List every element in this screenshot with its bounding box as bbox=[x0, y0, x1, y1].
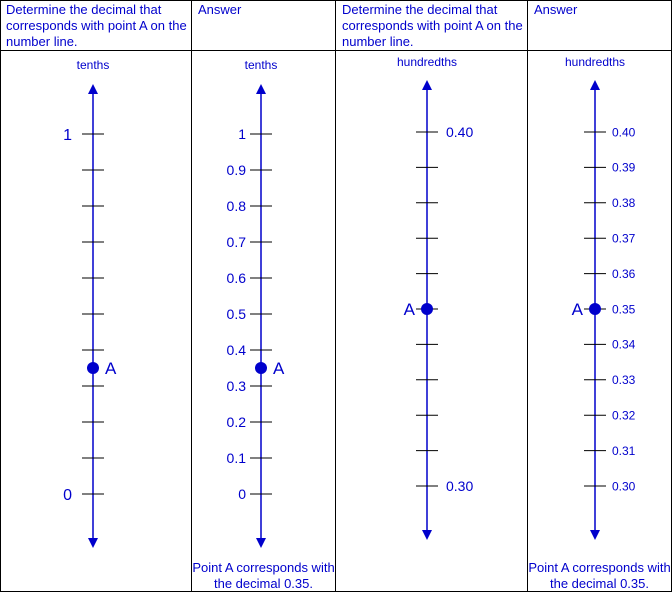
column-divider bbox=[191, 0, 192, 592]
tick-label: 0 bbox=[238, 486, 246, 502]
point-a-dot bbox=[87, 362, 99, 374]
point-a-dot bbox=[421, 303, 433, 315]
column-divider bbox=[335, 0, 336, 592]
arrow-down-icon bbox=[590, 530, 600, 540]
tick-label: 0.30 bbox=[612, 479, 636, 493]
tick-label: 0.6 bbox=[227, 270, 247, 286]
tick-label: 1 bbox=[238, 126, 246, 142]
arrow-up-icon bbox=[590, 80, 600, 90]
tick-label: 0 bbox=[63, 487, 72, 504]
tick-label: 0.30 bbox=[446, 478, 473, 494]
column-4-header: Answer bbox=[534, 2, 578, 17]
arrow-up-icon bbox=[88, 84, 98, 94]
arrow-down-icon bbox=[256, 538, 266, 548]
arrow-up-icon bbox=[422, 80, 432, 90]
table-border bbox=[0, 0, 1, 592]
tick-label: 0.7 bbox=[227, 234, 247, 250]
header-divider bbox=[0, 50, 672, 51]
column-2-header: Answer bbox=[198, 2, 242, 17]
column-3-header: Determine the decimal that corresponds w… bbox=[342, 2, 523, 49]
arrow-up-icon bbox=[256, 84, 266, 94]
tick-label: 0.35 bbox=[612, 302, 636, 316]
column-2-answer-text: Point A corresponds with the decimal 0.3… bbox=[192, 560, 335, 591]
unit-label: tenths bbox=[77, 58, 110, 72]
tick-label: 0.36 bbox=[612, 267, 636, 281]
point-a-dot bbox=[589, 303, 601, 315]
tick-label: 0.40 bbox=[612, 125, 636, 139]
tick-label: 0.4 bbox=[227, 342, 247, 358]
unit-label: tenths bbox=[245, 58, 278, 72]
tick-label: 0.3 bbox=[227, 378, 247, 394]
tick-label: 0.33 bbox=[612, 373, 636, 387]
point-a-label: A bbox=[273, 359, 285, 378]
tick-label: 0.34 bbox=[612, 338, 636, 352]
tick-label: 0.38 bbox=[612, 196, 636, 210]
tick-label: 0.32 bbox=[612, 409, 636, 423]
tick-label: 0.31 bbox=[612, 444, 636, 458]
point-a-label: A bbox=[105, 359, 117, 378]
column-divider bbox=[527, 0, 528, 592]
tick-label: 0.2 bbox=[227, 414, 247, 430]
tick-label: 0.37 bbox=[612, 232, 636, 246]
tick-label: 1 bbox=[63, 127, 72, 144]
table-border bbox=[0, 0, 672, 1]
point-a-label: A bbox=[404, 300, 416, 319]
arrow-down-icon bbox=[422, 530, 432, 540]
tick-label: 0.40 bbox=[446, 124, 473, 140]
arrow-down-icon bbox=[88, 538, 98, 548]
column-4-answer-text: Point A corresponds with the decimal 0.3… bbox=[528, 560, 671, 591]
tick-label: 0.5 bbox=[227, 306, 247, 322]
tick-label: 0.1 bbox=[227, 450, 247, 466]
tick-label: 0.39 bbox=[612, 161, 636, 175]
tick-label: 0.8 bbox=[227, 198, 247, 214]
unit-label: hundredths bbox=[397, 55, 457, 69]
tick-label: 0.9 bbox=[227, 162, 247, 178]
point-a-label: A bbox=[572, 300, 584, 319]
point-a-dot bbox=[255, 362, 267, 374]
column-1-header: Determine the decimal that corresponds w… bbox=[6, 2, 187, 49]
unit-label: hundredths bbox=[565, 55, 625, 69]
